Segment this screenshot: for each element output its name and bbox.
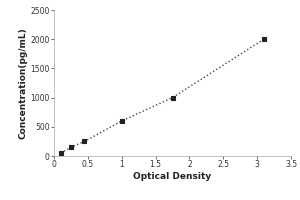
Point [170, 96, 175, 99]
Y-axis label: Concentration(pg/mL): Concentration(pg/mL) [19, 27, 28, 139]
Point [58, 151, 63, 155]
Point [82, 140, 87, 143]
Point [262, 38, 266, 41]
X-axis label: Optical Density: Optical Density [134, 172, 212, 181]
Point [119, 119, 124, 123]
Point [68, 146, 73, 149]
